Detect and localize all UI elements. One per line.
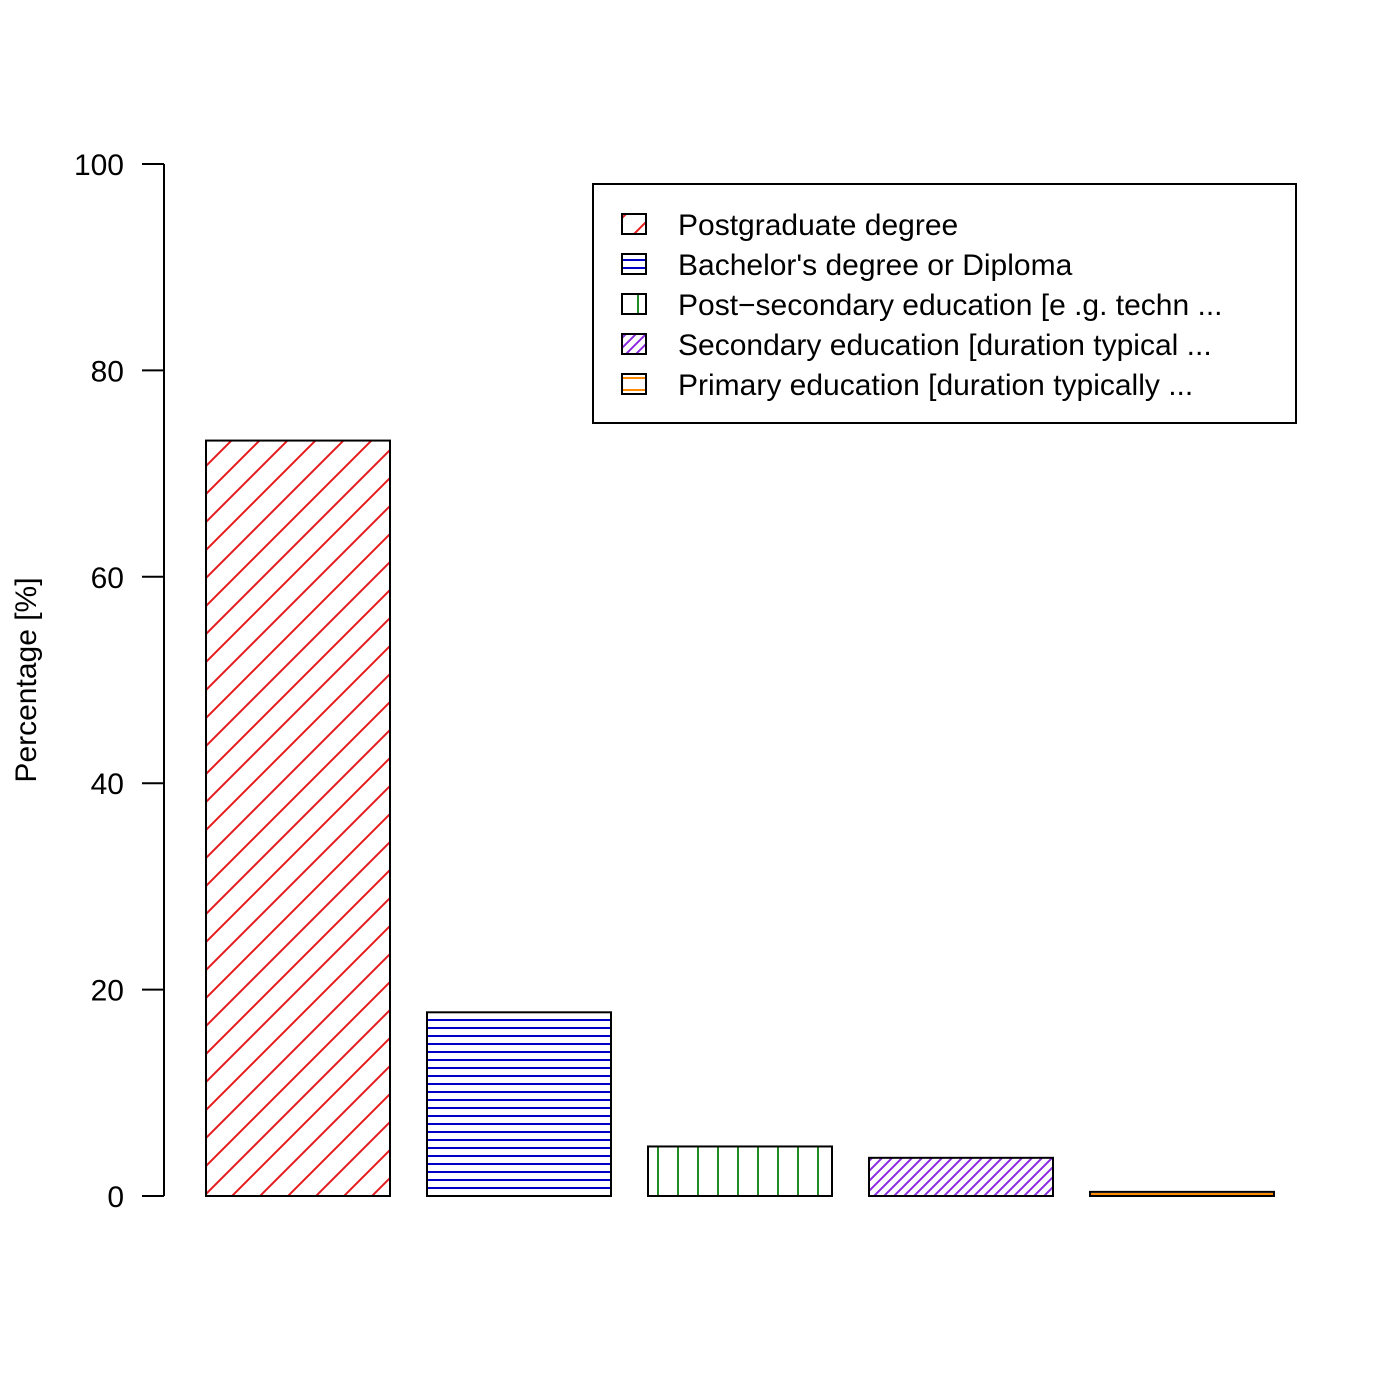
bar-5 [1089, 1190, 1275, 1197]
y-axis-label: Percentage [%] [10, 577, 43, 782]
y-tick-label: 40 [91, 768, 124, 801]
legend-swatch [621, 293, 647, 315]
legend-label: Bachelor's degree or Diploma [678, 249, 1073, 282]
legend-label: Primary education [duration typically ..… [678, 369, 1193, 402]
legend-swatch [621, 213, 647, 235]
legend-swatch [621, 253, 647, 275]
bar-3 [647, 1145, 833, 1197]
y-tick-label: 100 [74, 149, 124, 182]
y-axis: 0 20 40 60 80 100 [74, 149, 165, 1214]
legend-label: Post−secondary education [e .g. techn ..… [678, 289, 1223, 322]
legend-swatch [621, 333, 647, 355]
legend-box [592, 183, 1297, 424]
y-tick-label: 60 [91, 562, 124, 595]
bar-1 [205, 439, 391, 1197]
bar-4 [868, 1156, 1054, 1198]
y-tick-label: 80 [91, 355, 124, 388]
legend-swatch [621, 373, 647, 395]
bar-2 [426, 1011, 612, 1198]
bars [205, 439, 1275, 1198]
y-tick-label: 0 [107, 1181, 124, 1214]
legend-label: Postgraduate degree [678, 209, 958, 242]
legend-label: Secondary education [duration typical ..… [678, 329, 1212, 362]
legend: Postgraduate degree Bachelor's degree or … [592, 183, 1297, 424]
y-tick-label: 20 [91, 975, 124, 1008]
